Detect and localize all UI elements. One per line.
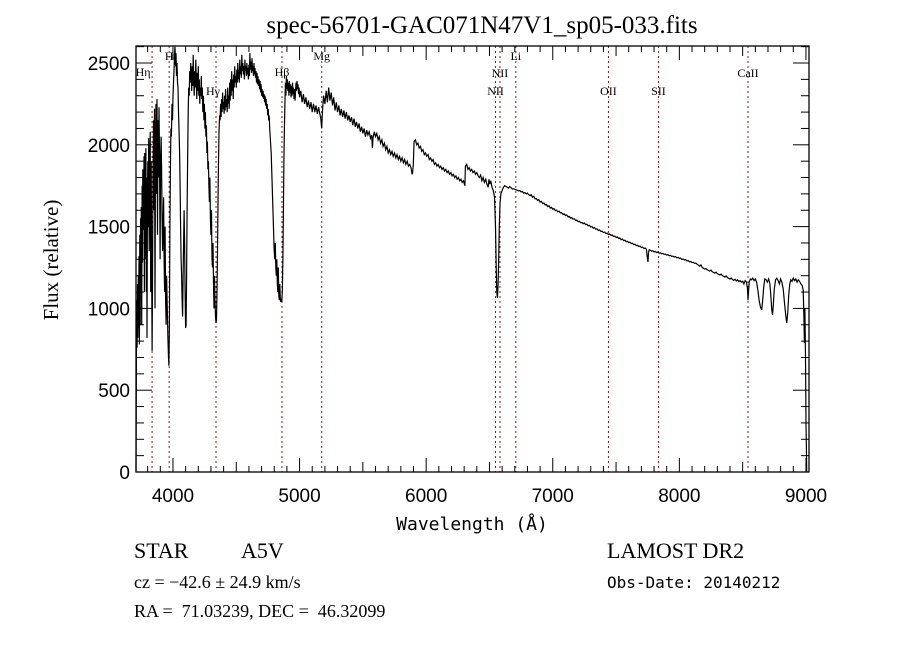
spectral-line-label: SII — [651, 84, 666, 98]
spectral-line-label: NII — [492, 66, 509, 80]
obs-date: Obs-Date: 20140212 — [607, 573, 781, 592]
y-axis-ticks — [136, 46, 809, 473]
x-axis-ticks — [147, 46, 807, 472]
chart-title: spec-56701-GAC071N47V1_sp05-033.fits — [266, 12, 697, 39]
x-axis-label: Wavelength (Å) — [396, 513, 548, 535]
y-tick-label: 2000 — [88, 136, 130, 157]
y-axis-tick-labels: 0 500 1000 1500 2000 2500 — [88, 54, 130, 484]
x-tick-label: 5000 — [278, 486, 320, 507]
spectral-line-label: OII — [600, 84, 617, 98]
object-class-text: STAR — [134, 538, 189, 563]
spectral-line-label: NII — [487, 84, 504, 98]
spectral-line-markers — [151, 46, 749, 472]
y-tick-label: 1000 — [88, 299, 130, 320]
y-tick-label: 0 — [119, 463, 130, 484]
redshift-text: cz = −42.6 ± 24.9 km/s — [134, 572, 301, 592]
y-tick-label: 2500 — [88, 54, 130, 75]
x-tick-label: 8000 — [658, 486, 700, 507]
spectral-line-label: Li — [510, 49, 521, 63]
survey-name: LAMOST DR2 — [607, 538, 745, 563]
spectral-line-label: Hγ — [206, 84, 221, 98]
x-tick-label: 4000 — [152, 486, 194, 507]
x-axis-tick-labels: 4000 5000 6000 7000 8000 9000 — [152, 486, 827, 507]
spectral-line-label: CaII — [737, 66, 758, 80]
spectral-line-label: Hβ — [275, 65, 290, 79]
spectral-line-label: Mg — [313, 49, 330, 63]
spectrum-line — [135, 46, 808, 473]
x-tick-label: 9000 — [785, 486, 827, 507]
subclass-text: A5V — [241, 538, 284, 563]
plot-frame — [135, 45, 810, 473]
x-tick-label: 6000 — [405, 486, 447, 507]
y-tick-label: 500 — [98, 381, 130, 402]
spectral-line-label: H — [165, 49, 174, 63]
y-tick-label: 1500 — [88, 218, 130, 239]
y-axis-label: Flux (relative) — [39, 200, 63, 321]
object-subclass: A5V — [241, 538, 284, 564]
x-tick-label: 7000 — [532, 486, 574, 507]
spectral-line-label: Hη — [136, 65, 151, 79]
coordinates-text: RA = 71.03239, DEC = 46.32099 — [134, 601, 386, 621]
object-class: STAR — [134, 538, 188, 564]
